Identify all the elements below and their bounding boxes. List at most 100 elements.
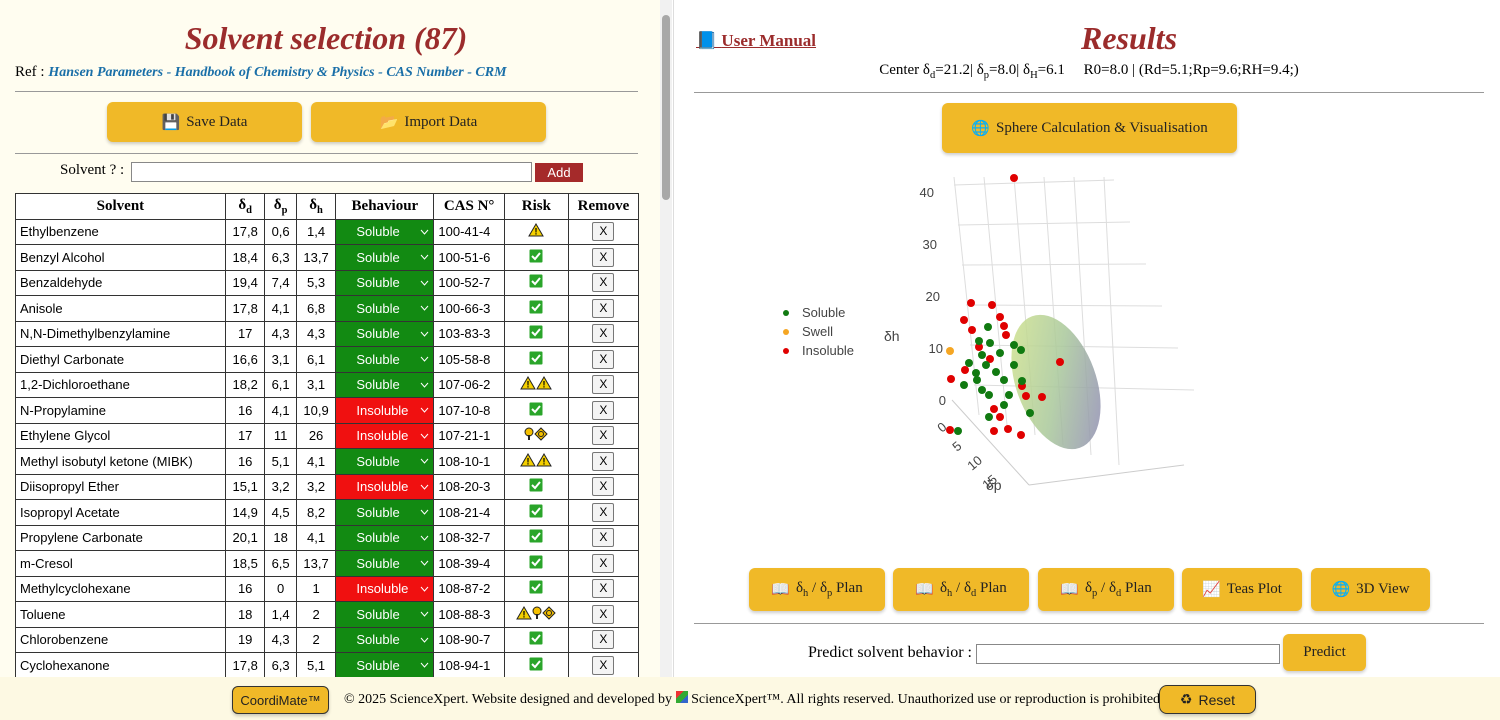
parameter-value: 17,8 — [224, 652, 266, 677]
remove-cell: X — [567, 448, 640, 475]
scrollbar[interactable] — [660, 0, 672, 677]
table-row: Diisopropyl Ether 15,1 3,2 3,2 Insoluble 108-… — [15, 473, 640, 500]
behaviour-select[interactable]: Soluble — [336, 628, 433, 652]
cas-number: 107-10-8 — [433, 397, 505, 424]
solvent-name: N-Propylamine — [15, 397, 226, 424]
remove-button[interactable]: X — [592, 222, 615, 242]
svg-text:!: ! — [527, 380, 530, 390]
behaviour-value: Soluble — [356, 377, 400, 393]
remove-cell: X — [567, 218, 640, 245]
remove-button[interactable]: X — [592, 477, 615, 497]
remove-button[interactable]: X — [592, 273, 615, 293]
behaviour-select[interactable]: Insoluble — [336, 424, 433, 448]
parameter-value: 16,6 — [224, 346, 266, 373]
remove-button[interactable]: X — [592, 400, 615, 420]
table-row: N-Propylamine 16 4,1 10,9 Insoluble 107-10-8 X — [15, 397, 640, 424]
behaviour-select[interactable]: Soluble — [336, 526, 433, 550]
solvent-name: Ethylbenzene — [15, 218, 226, 245]
behaviour-select[interactable]: Soluble — [336, 271, 433, 295]
behaviour-select[interactable]: Soluble — [336, 602, 433, 626]
remove-button[interactable]: X — [592, 528, 615, 548]
button-label: Sphere Calculation & Visualisation — [995, 119, 1208, 136]
remove-button[interactable]: X — [592, 426, 615, 446]
grid-line — [957, 221, 1131, 226]
behaviour-value: Soluble — [356, 275, 400, 291]
behaviour-select[interactable]: Soluble — [336, 347, 433, 371]
predict-input[interactable] — [976, 644, 1280, 664]
solvent-input[interactable] — [131, 162, 532, 182]
scatter-point — [982, 361, 990, 369]
plan-button[interactable]: 📖 δp / δd Plan — [1038, 568, 1174, 611]
subscript: h — [803, 588, 809, 599]
ref-link[interactable]: Hansen Parameters — [48, 65, 164, 80]
remove-button[interactable]: X — [592, 375, 615, 395]
scatter-point — [954, 427, 962, 435]
svg-text:!: ! — [543, 456, 546, 466]
user-manual-link[interactable]: 📘 User Manual — [696, 31, 817, 50]
text-part: =8.0| δ — [989, 62, 1031, 78]
behaviour-select[interactable]: Soluble — [336, 449, 433, 473]
parameter-value: 3,2 — [264, 473, 297, 500]
ref-link[interactable]: Handbook of Chemistry & Physics — [174, 65, 375, 80]
table-row: Ethylbenzene 17,8 0,6 1,4 Soluble 100-41-4! X — [15, 218, 640, 245]
grid-line — [965, 304, 1163, 307]
behaviour-select[interactable]: Insoluble — [336, 577, 433, 601]
behaviour-select[interactable]: Soluble — [336, 322, 433, 346]
remove-button[interactable]: X — [592, 655, 615, 675]
remove-button[interactable]: X — [592, 502, 615, 522]
remove-button[interactable]: X — [592, 451, 615, 471]
ref-link[interactable]: CAS Number — [386, 65, 464, 80]
parameter-value: 6,3 — [264, 244, 297, 271]
behaviour-select[interactable]: Soluble — [336, 551, 433, 575]
parameter-value: 4,1 — [264, 397, 297, 424]
behaviour-cell: Insoluble — [335, 473, 435, 500]
risk-icons — [503, 346, 569, 373]
sphere-button[interactable]: 🌐 Sphere Calculation & Visualisation — [942, 103, 1237, 153]
cas-number: 108-32-7 — [433, 524, 505, 551]
behaviour-select[interactable]: Soluble — [336, 653, 433, 677]
behaviour-select[interactable]: Insoluble — [336, 398, 433, 422]
remove-button[interactable]: X — [592, 247, 615, 267]
behaviour-select[interactable]: Soluble — [336, 245, 433, 269]
subscript: p — [983, 70, 990, 81]
z-tick-label: 30 — [923, 237, 937, 252]
parameter-value: 20,1 — [224, 524, 266, 551]
behaviour-select[interactable]: Soluble — [336, 220, 433, 244]
plan-button[interactable]: 🌐 3D View — [1311, 568, 1430, 611]
remove-cell: X — [567, 371, 640, 398]
app-button[interactable]: CoordiMate™ — [232, 686, 329, 714]
remove-button[interactable]: X — [592, 324, 615, 344]
reset-button[interactable]: ♻ Reset — [1159, 685, 1256, 714]
solvent-name: Methylcyclohexane — [15, 575, 226, 602]
behaviour-select[interactable]: Soluble — [336, 500, 433, 524]
remove-cell: X — [567, 244, 640, 271]
add-button[interactable]: Add — [535, 163, 583, 182]
ref-link[interactable]: CRM — [475, 65, 507, 80]
cas-number: 108-88-3 — [433, 601, 505, 628]
sphere — [1011, 314, 1101, 450]
remove-button[interactable]: X — [592, 579, 615, 599]
behaviour-select[interactable]: Soluble — [336, 373, 433, 397]
plan-button[interactable]: 📖 δh / δd Plan — [893, 568, 1029, 611]
plan-button[interactable]: 📖 δh / δp Plan — [749, 568, 885, 611]
button-label: Teas Plot — [1226, 581, 1282, 597]
remove-button[interactable]: X — [592, 630, 615, 650]
remove-button[interactable]: X — [592, 604, 615, 624]
parameter-value: 6,5 — [264, 550, 297, 577]
button-label: Save Data — [186, 113, 248, 130]
import-button[interactable]: 📂 Import Data — [311, 102, 546, 142]
remove-button[interactable]: X — [592, 298, 615, 318]
remove-button[interactable]: X — [592, 553, 615, 573]
scatter-point — [946, 347, 954, 355]
scatter-point — [1038, 393, 1046, 401]
behaviour-value: Soluble — [356, 249, 400, 265]
predict-button[interactable]: Predict — [1283, 634, 1366, 671]
behaviour-select[interactable]: Soluble — [336, 296, 433, 320]
plan-button[interactable]: 📈 Teas Plot — [1182, 568, 1302, 611]
save-button[interactable]: 💾 Save Data — [107, 102, 302, 142]
behaviour-value: Soluble — [356, 504, 400, 520]
behaviour-select[interactable]: Insoluble — [336, 475, 433, 499]
reference-line: Ref : Hansen Parameters - Handbook of Ch… — [15, 64, 507, 81]
footer: CoordiMate™ © 2025 ScienceXpert. Website… — [0, 677, 1500, 720]
remove-button[interactable]: X — [592, 349, 615, 369]
